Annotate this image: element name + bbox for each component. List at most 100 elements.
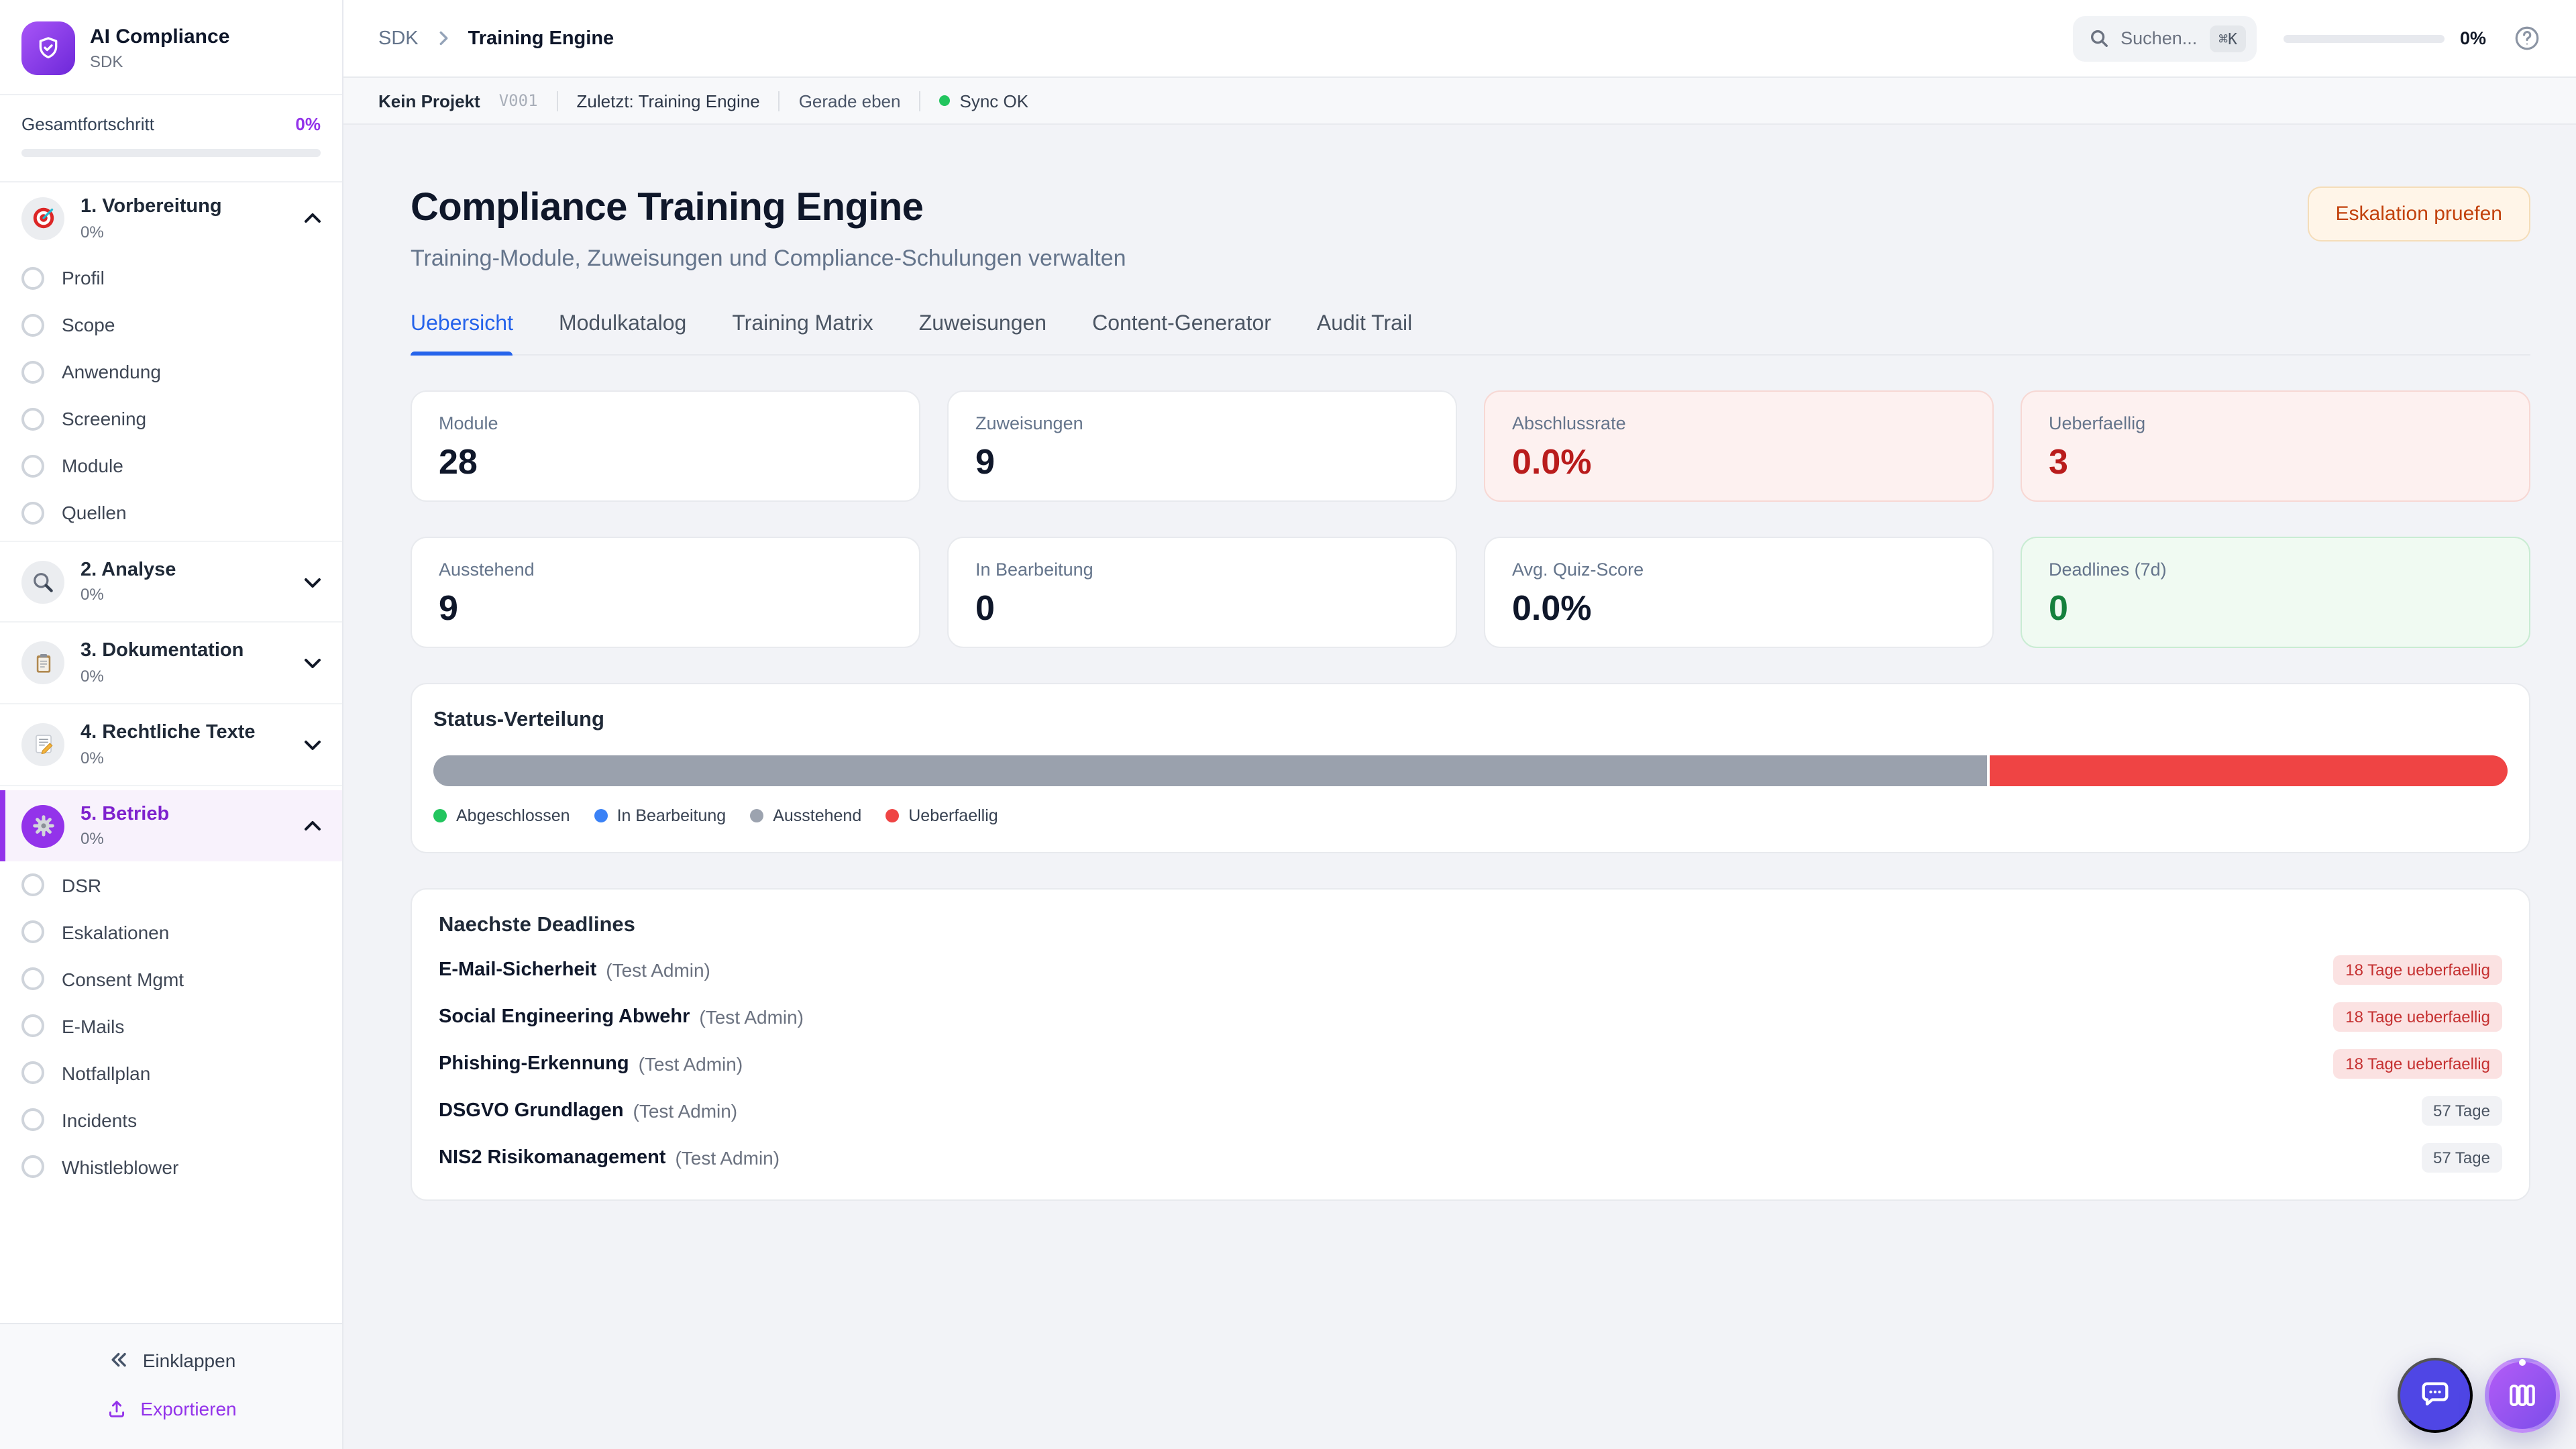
section-divider: [0, 621, 342, 623]
tab-zuweisungen[interactable]: Zuweisungen: [918, 313, 1047, 335]
deadline-module-name: E-Mail-Sicherheit: [439, 959, 597, 981]
search-shortcut-badge: ⌘K: [2209, 25, 2247, 52]
status-circle-icon: [21, 1014, 44, 1038]
tab-modulkatalog[interactable]: Modulkatalog: [558, 313, 687, 335]
legend-label: Ausstehend: [773, 806, 862, 825]
stat-value: 0: [975, 588, 995, 628]
stat-card-ausstehend: Ausstehend 9: [411, 537, 920, 648]
legend-label: Abgeschlossen: [456, 806, 570, 825]
status-circle-icon: [21, 266, 44, 290]
tab-uebersicht[interactable]: Uebersicht: [411, 313, 514, 356]
project-name: Kein Projekt: [378, 91, 480, 111]
tab-content-generator[interactable]: Content-Generator: [1092, 313, 1271, 335]
legend-abgeschlossen: Abgeschlossen: [433, 806, 570, 825]
sidebar-item-incidents[interactable]: Incidents: [0, 1097, 342, 1144]
stat-value: 0: [2049, 588, 2068, 628]
legend-ausstehend: Ausstehend: [750, 806, 861, 825]
sidebar-item-dsr[interactable]: DSR: [0, 862, 342, 909]
deadline-row: Social Engineering Abwehr (Test Admin) 18 …: [439, 1002, 2502, 1032]
legend-dot-icon: [750, 809, 764, 822]
stat-card-abschlussrate: Abschlussrate 0.0%: [1484, 390, 1994, 502]
app-logo-row: AI Compliance SDK: [0, 0, 342, 94]
collapse-sidebar-button[interactable]: Einklappen: [0, 1335, 342, 1385]
upload-icon: [105, 1398, 127, 1419]
sidebar-item-scope[interactable]: Scope: [0, 301, 342, 348]
legend-ueberfaellig: Ueberfaellig: [885, 806, 998, 825]
floating-action-buttons: [2398, 1358, 2560, 1433]
section-label: 2. Analyse: [80, 559, 176, 581]
sidebar-item-profil[interactable]: Profil: [0, 254, 342, 301]
check-escalation-button[interactable]: Eskalation pruefen: [2307, 186, 2530, 241]
deadline-due-badge: 57 Tage: [2421, 1096, 2502, 1126]
section-progress: 0%: [80, 829, 104, 849]
section-progress: 0%: [80, 585, 104, 604]
stat-label: Abschlussrate: [1512, 413, 1626, 433]
help-icon[interactable]: [2513, 24, 2541, 52]
chevron-down-icon: [302, 571, 323, 592]
status-circle-icon: [21, 1108, 44, 1132]
stat-card-module: Module 28: [411, 390, 920, 502]
sidebar-section-5-betrieb[interactable]: 5. Betrieb 0%: [0, 790, 342, 862]
deadline-row: E-Mail-Sicherheit (Test Admin) 18 Tage ueb…: [439, 955, 2502, 985]
status-circle-icon: [21, 313, 44, 337]
chat-fab-button[interactable]: [2398, 1358, 2473, 1433]
section-label: 4. Rechtliche Texte: [80, 722, 256, 744]
sidebar-item-label: Profil: [62, 267, 105, 289]
page-content: Compliance Training Engine Training-Modu…: [343, 125, 2576, 1449]
status-circle-icon: [21, 920, 44, 944]
breadcrumb-root[interactable]: SDK: [378, 28, 419, 49]
last-sync-time: Gerade eben: [798, 91, 901, 111]
deadline-row: Phishing-Erkennung (Test Admin) 18 Tage ue…: [439, 1049, 2502, 1079]
chevron-down-icon: [302, 734, 323, 755]
sidebar-item-label: Consent Mgmt: [62, 968, 184, 990]
columns-fab-button[interactable]: [2485, 1358, 2560, 1433]
sidebar-item-eskalationen[interactable]: Eskalationen: [0, 909, 342, 956]
stats-grid: Module 28 Zuweisungen 9 Abschlussrate 0.0% Ueb…: [411, 390, 2530, 648]
app-name: AI Compliance: [90, 25, 230, 48]
search-input[interactable]: Suchen... ⌘K: [2072, 15, 2257, 61]
panel-title: Naechste Deadlines: [439, 914, 635, 936]
export-button[interactable]: Exportieren: [0, 1385, 342, 1433]
status-circle-icon: [21, 1061, 44, 1085]
sidebar-item-whistleblower[interactable]: Whistleblower: [0, 1144, 342, 1191]
search-icon: [2088, 28, 2108, 48]
sidebar-item-module[interactable]: Module: [0, 442, 342, 489]
stat-label: Ueberfaellig: [2049, 413, 2146, 433]
sidebar-item-label: Whistleblower: [62, 1156, 179, 1178]
section-divider: [0, 540, 342, 542]
stat-label: In Bearbeitung: [975, 559, 1093, 580]
collapse-label: Einklappen: [142, 1349, 236, 1371]
sidebar-item-consent-mgmt[interactable]: Consent Mgmt: [0, 956, 342, 1003]
sidebar-section-2-analyse[interactable]: 2. Analyse 0%: [0, 545, 342, 617]
sidebar-section-1-vorbereitung[interactable]: 1. Vorbereitung 0%: [0, 182, 342, 254]
sidebar-item-screening[interactable]: Screening: [0, 395, 342, 442]
sidebar-item-e-mails[interactable]: E-Mails: [0, 1003, 342, 1050]
status-circle-icon: [21, 360, 44, 384]
shield-check-icon: [21, 21, 75, 75]
stat-card-in-bearbeitung: In Bearbeitung 0: [947, 537, 1457, 648]
header-progress-track: [2284, 34, 2445, 42]
sidebar-item-notfallplan[interactable]: Notfallplan: [0, 1050, 342, 1097]
tab-training-matrix[interactable]: Training Matrix: [732, 313, 873, 335]
stat-value: 28: [439, 441, 478, 482]
tab-audit-trail[interactable]: Audit Trail: [1316, 313, 1413, 335]
sidebar-section-4-rechtliche-texte[interactable]: 4. Rechtliche Texte 0%: [0, 708, 342, 780]
sidebar-section-3-dokumentation[interactable]: 3. Dokumentation 0%: [0, 627, 342, 699]
status-circle-icon: [21, 873, 44, 897]
bar-segment-ueberfaellig: [1990, 755, 2508, 786]
stat-value: 0.0%: [1512, 441, 1592, 482]
header-progress-value: 0%: [2459, 28, 2486, 48]
divider: [0, 94, 342, 95]
status-circle-icon: [21, 501, 44, 525]
page-title: Compliance Training Engine: [411, 186, 924, 229]
app-subtitle: SDK: [90, 52, 123, 71]
main-area: SDK Training Engine Suchen... ⌘K 0%: [343, 0, 2576, 1449]
sidebar-item-anwendung[interactable]: Anwendung: [0, 348, 342, 395]
deadline-due-badge: 18 Tage ueberfaellig: [2333, 955, 2502, 985]
sidebar-item-quellen[interactable]: Quellen: [0, 489, 342, 536]
section-label: 3. Dokumentation: [80, 640, 244, 662]
stat-value: 9: [439, 588, 458, 628]
sidebar-nav: 1. Vorbereitung 0% Profil Scope Anwendung Scr…: [0, 182, 342, 1323]
deadline-module-name: DSGVO Grundlagen: [439, 1100, 624, 1122]
